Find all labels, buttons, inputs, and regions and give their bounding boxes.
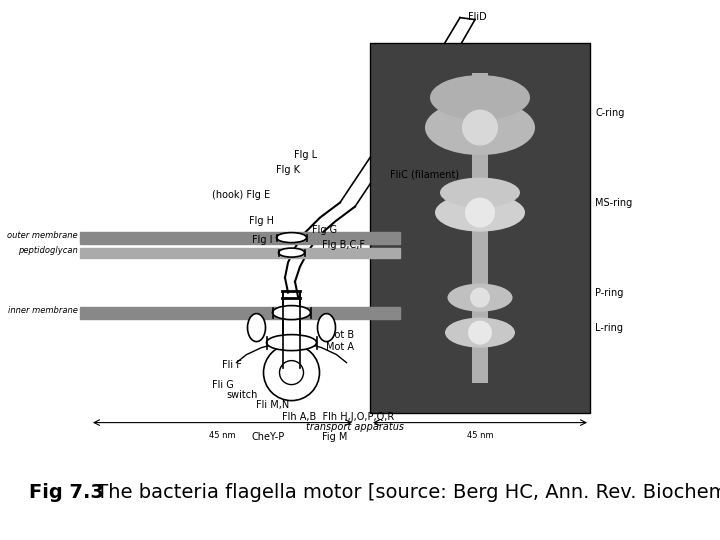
Text: CheY-P: CheY-P <box>251 431 284 442</box>
Ellipse shape <box>318 314 336 342</box>
Circle shape <box>279 361 304 384</box>
Ellipse shape <box>266 335 317 350</box>
Text: peptidoglycan: peptidoglycan <box>18 246 78 255</box>
Text: Fli M,N: Fli M,N <box>256 400 289 410</box>
Text: outer membrane: outer membrane <box>7 231 78 240</box>
Text: 45 nm: 45 nm <box>467 430 493 440</box>
Text: The bacteria flagella motor [source: Berg HC, Ann. Rev. Biochem 2003]: The bacteria flagella motor [source: Ber… <box>90 483 720 502</box>
Circle shape <box>468 321 492 345</box>
Text: Flg G: Flg G <box>312 225 337 234</box>
Text: Flg I: Flg I <box>251 234 272 245</box>
Ellipse shape <box>448 284 513 312</box>
Text: 45 nm: 45 nm <box>210 430 236 440</box>
Text: Mot B: Mot B <box>326 329 355 340</box>
Bar <box>80 248 400 258</box>
Text: Flg B,C,F: Flg B,C,F <box>322 240 364 249</box>
Text: Fli G: Fli G <box>212 380 233 389</box>
Text: L-ring: L-ring <box>595 322 623 333</box>
Bar <box>80 307 400 319</box>
Text: FliC (filament): FliC (filament) <box>390 170 459 180</box>
Text: Fig M: Fig M <box>322 431 347 442</box>
Text: switch: switch <box>227 389 258 400</box>
Ellipse shape <box>272 306 310 320</box>
Text: Mot A: Mot A <box>326 342 354 352</box>
Ellipse shape <box>276 233 307 242</box>
Ellipse shape <box>425 100 535 155</box>
Text: inner membrane: inner membrane <box>8 306 78 315</box>
Text: transport apparatus: transport apparatus <box>307 422 405 431</box>
Bar <box>370 43 590 413</box>
Circle shape <box>465 198 495 227</box>
Text: MS-ring: MS-ring <box>595 198 632 207</box>
Text: (hook) Flg E: (hook) Flg E <box>212 190 269 200</box>
Ellipse shape <box>445 318 515 348</box>
Ellipse shape <box>279 248 305 257</box>
Text: FliD: FliD <box>468 11 487 22</box>
Text: Flh A,B  Flh H,J,O,P,Q,R: Flh A,B Flh H,J,O,P,Q,R <box>282 411 394 422</box>
Text: C-ring: C-ring <box>595 107 624 118</box>
Text: Flg H: Flg H <box>249 215 274 226</box>
Ellipse shape <box>435 194 525 232</box>
Bar <box>80 232 400 244</box>
Circle shape <box>462 110 498 146</box>
Text: Flg L: Flg L <box>294 150 317 160</box>
Text: P-ring: P-ring <box>595 288 624 298</box>
Text: Fli F: Fli F <box>222 360 241 369</box>
Ellipse shape <box>440 178 520 207</box>
Ellipse shape <box>430 75 530 120</box>
Bar <box>472 72 488 383</box>
Circle shape <box>264 345 320 401</box>
Ellipse shape <box>248 314 266 342</box>
Text: Fig 7.3: Fig 7.3 <box>29 483 104 502</box>
Text: Flg K: Flg K <box>276 165 300 174</box>
Circle shape <box>470 288 490 308</box>
